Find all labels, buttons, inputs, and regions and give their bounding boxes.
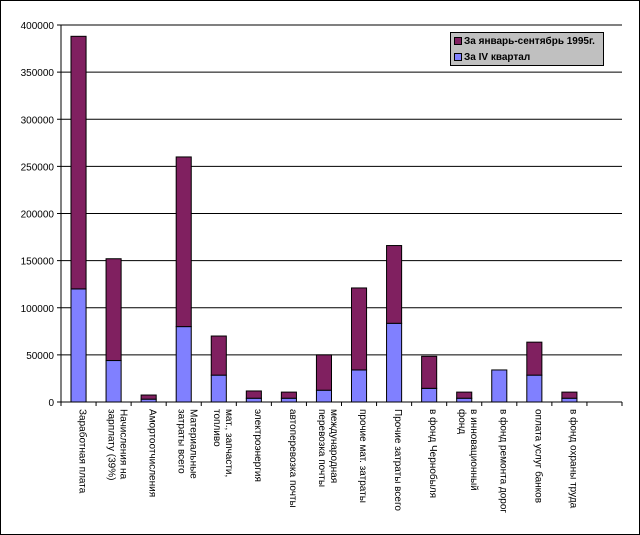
bar-segment-q4 (526, 374, 543, 403)
legend-label: За январь-сентябрь 1995г. (464, 35, 595, 47)
x-tick-label: в фонд Чернобыля (427, 409, 439, 499)
x-tick-label: в фонд ремонта дорог (497, 409, 509, 514)
x-tick-label: международная перевозка почты (315, 409, 339, 488)
bar-segment-jan-sep (526, 341, 543, 376)
x-tick-label: в инновационный фонд (456, 409, 480, 491)
bar-segment-q4 (245, 397, 262, 403)
legend: За январь-сентябрь 1995г. За IV квартал (450, 32, 604, 66)
x-tick-label: Заработная плата (76, 409, 88, 494)
legend-item-jan-sep: За январь-сентябрь 1995г. (451, 33, 603, 49)
y-tick-label: 150000 (21, 257, 55, 268)
legend-label: За IV квартал (464, 51, 531, 63)
bar-segment-q4 (280, 397, 297, 403)
bar-segment-jan-sep (386, 245, 403, 324)
bar-segment-q4 (456, 397, 473, 403)
legend-swatch (454, 53, 462, 61)
x-tick-label: оплата услуг банков (532, 409, 544, 504)
bar-segment-jan-sep (245, 390, 262, 399)
bar-segment-jan-sep (350, 287, 368, 371)
y-tick-label: 250000 (21, 162, 55, 173)
bar-segment-q4 (491, 369, 508, 403)
y-tick-label: 400000 (21, 21, 55, 32)
bar-segment-jan-sep (70, 35, 87, 290)
y-tick-label: 50000 (26, 351, 54, 362)
bar-segment-jan-sep (210, 335, 227, 376)
bar-segment-q4 (105, 360, 122, 403)
bar-segment-q4 (70, 288, 87, 403)
bar-segment-jan-sep (105, 258, 122, 362)
y-tick-label: 100000 (21, 304, 55, 315)
bar-segment-q4 (421, 387, 438, 403)
x-tick-label: Начисления на зарплату (39%) (105, 409, 129, 481)
legend-swatch (454, 37, 462, 45)
bar-segment-q4 (315, 389, 333, 403)
legend-item-q4: За IV квартал (451, 49, 603, 65)
x-tick-label: в фонд охраны труда (567, 409, 579, 509)
bar-segment-q4 (350, 369, 368, 403)
bar-segment-jan-sep (140, 394, 157, 400)
y-tick-label: 300000 (21, 115, 55, 126)
x-tick-label: Амортоотчисления (146, 409, 158, 498)
x-tick-label: Материальные затраты всего (175, 409, 199, 479)
bar-segment-q4 (561, 397, 578, 403)
bar-segment-jan-sep (315, 354, 333, 391)
y-tick-label: 0 (48, 398, 54, 409)
x-tick-label: автоперевозка почты (286, 409, 298, 508)
bar-segment-q4 (386, 322, 403, 403)
x-tick-label: электроэнергия (251, 409, 263, 482)
bar-segment-jan-sep (561, 391, 578, 399)
bar-segment-q4 (175, 326, 192, 403)
bar-segment-jan-sep (280, 391, 297, 399)
bar-segment-jan-sep (421, 355, 438, 389)
y-tick-label: 200000 (21, 210, 55, 221)
bar-segment-q4 (210, 374, 227, 403)
x-tick-label: Прочие затраты всего (392, 409, 404, 511)
bar-segment-jan-sep (175, 156, 192, 328)
x-tick-label: прочие мат. затраты (357, 409, 369, 503)
x-tick-label: мат., запчасти, топливо (210, 409, 234, 478)
y-tick-label: 350000 (21, 68, 55, 79)
bar-segment-jan-sep (456, 391, 473, 399)
